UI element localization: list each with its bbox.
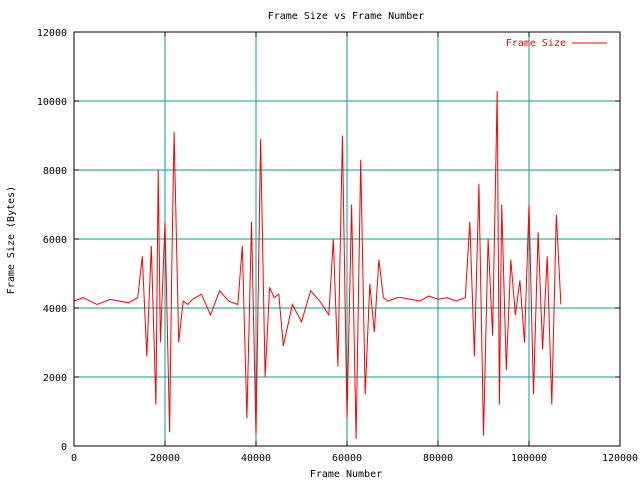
x-tick-label: 20000: [150, 453, 180, 464]
y-tick-label: 6000: [43, 235, 67, 246]
y-tick-label: 2000: [43, 373, 67, 384]
x-tick-label: 0: [71, 453, 77, 464]
x-tick-label: 40000: [241, 453, 271, 464]
x-tick-label: 80000: [423, 453, 453, 464]
x-tick-label: 60000: [332, 453, 362, 464]
y-axis-label: Frame Size (Bytes): [6, 186, 17, 294]
y-tick-label: 8000: [43, 166, 67, 177]
y-tick-label: 0: [61, 442, 67, 453]
series-layer: [73, 90, 562, 440]
chart-title: Frame Size vs Frame Number: [268, 11, 425, 22]
x-axis-label: Frame Number: [310, 469, 382, 480]
axis-ticks: 0 20000 40000 60000 80000 100000 120000 0 2000 40…: [37, 28, 638, 464]
y-tick-label: 10000: [37, 97, 67, 108]
legend-label-frame-size: Frame Size: [506, 38, 566, 49]
y-tick-label: 4000: [43, 304, 67, 315]
x-tick-label: 100000: [511, 453, 547, 464]
grid-lines: [74, 32, 620, 446]
legend: Frame Size: [506, 38, 607, 49]
x-tick-label: 120000: [602, 453, 638, 464]
series-line-frame-size: [73, 90, 562, 440]
y-tick-label: 12000: [37, 28, 67, 39]
